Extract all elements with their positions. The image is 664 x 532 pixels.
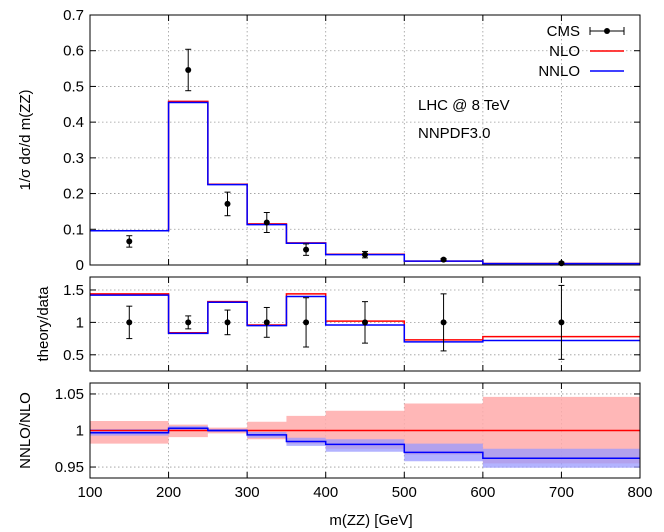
x-tick-label: 300 xyxy=(235,484,260,501)
plot-frame xyxy=(89,14,641,266)
y-axis-label: NNLO/NLO xyxy=(17,392,34,469)
uncertainty-band-nnlo xyxy=(90,426,640,468)
x-tick-label: 600 xyxy=(470,484,495,501)
x-tick-label: 200 xyxy=(156,484,181,501)
y-tick-label: 0.3 xyxy=(63,150,84,167)
data-point xyxy=(362,319,368,326)
data-point xyxy=(126,238,133,245)
y-tick-label: 1 xyxy=(76,314,84,331)
data-point xyxy=(440,319,447,326)
legend-label-nnlo: NNLO xyxy=(538,63,580,80)
x-tick-label: 700 xyxy=(549,484,574,501)
panel-ratio-nlo: 0.95 1 1.05 NNLO/NLO 100 200 300 400 500 600 700 80… xyxy=(17,382,653,501)
data-point xyxy=(362,251,368,258)
y-tick-label: 0.6 xyxy=(63,43,84,60)
data-point xyxy=(185,67,192,73)
y-tick-label: 0.4 xyxy=(63,114,84,131)
data-point xyxy=(224,200,231,207)
plot-frame xyxy=(89,382,641,479)
legend-label-cms: CMS xyxy=(547,23,580,40)
y-tick-label: 0 xyxy=(76,257,84,274)
annotation-text: NNPDF3.0 xyxy=(418,125,491,142)
data-point xyxy=(440,256,447,263)
data-point xyxy=(558,319,565,326)
annotation-text: LHC @ 8 TeV xyxy=(418,97,510,114)
y-tick-label: 1.5 xyxy=(63,282,84,299)
x-tick-label: 400 xyxy=(313,484,338,501)
legend-label-nlo: NLO xyxy=(549,43,580,60)
step-line-nnlo xyxy=(90,101,640,265)
x-tick-label: 800 xyxy=(627,484,652,501)
step-line-nnlo xyxy=(90,427,640,460)
y-tick-label: 0.7 xyxy=(63,7,84,24)
data-point xyxy=(303,246,310,253)
step-line-nlo xyxy=(90,100,640,265)
y-tick-label: 1.05 xyxy=(55,386,84,403)
panels: 0 0.1 0.2 0.3 0.4 0.5 0.6 0.7 1/σ dσ/d m(ZZ) LHC … xyxy=(17,7,653,501)
data-point xyxy=(126,319,133,326)
y-tick-label: 0.5 xyxy=(63,347,84,364)
data-point xyxy=(263,319,270,326)
x-tick-label: 500 xyxy=(392,484,417,501)
legend-marker xyxy=(604,28,610,34)
x-tick-label: 100 xyxy=(77,484,102,501)
y-tick-label: 0.5 xyxy=(63,78,84,95)
panel-distribution: 0 0.1 0.2 0.3 0.4 0.5 0.6 0.7 1/σ dσ/d m(ZZ) LHC … xyxy=(17,7,641,274)
data-point xyxy=(303,319,310,326)
y-axis-label: theory/data xyxy=(35,286,52,362)
y-tick-label: 0.1 xyxy=(63,221,84,238)
panel-ratio-data: 0.5 1 1.5 theory/data xyxy=(35,276,641,372)
y-tick-label: 0.2 xyxy=(63,186,84,203)
y-tick-label: 0.95 xyxy=(55,459,84,476)
y-tick-label: 1 xyxy=(76,423,84,440)
data-point xyxy=(224,319,231,326)
data-point xyxy=(263,219,270,226)
plot-frame xyxy=(89,276,641,372)
y-axis-label: 1/σ dσ/d m(ZZ) xyxy=(17,89,34,190)
x-axis-label: m(ZZ) [GeV] xyxy=(329,512,412,529)
data-point xyxy=(185,319,192,326)
